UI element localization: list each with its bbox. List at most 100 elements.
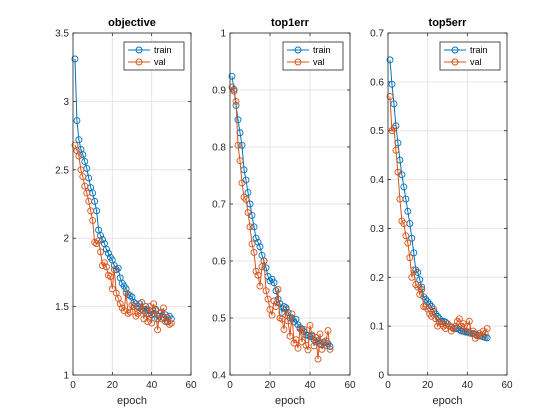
- data-point-val: [248, 240, 256, 248]
- data-point-val: [238, 179, 246, 187]
- data-point-val: [167, 319, 175, 327]
- data-point-val: [130, 303, 138, 311]
- data-point-val: [126, 308, 134, 316]
- legend: train val: [123, 41, 185, 71]
- data-point-val: [324, 327, 332, 334]
- data-point-val: [252, 267, 260, 275]
- legend: train val: [439, 41, 501, 71]
- x-tick-label: 0: [385, 380, 391, 391]
- data-point-train: [416, 276, 424, 284]
- y-tick-label: 0: [378, 371, 384, 382]
- data-point-val: [318, 345, 326, 353]
- axes-box: [387, 32, 508, 376]
- data-point-val: [81, 182, 89, 190]
- y-tick-label: 2.5: [55, 165, 69, 176]
- data-point-val: [310, 342, 318, 350]
- data-point-train: [400, 183, 408, 191]
- data-point-val: [306, 321, 314, 329]
- data-point-val: [262, 287, 270, 295]
- x-axis-label: epoch: [433, 395, 463, 407]
- data-point-val: [290, 339, 298, 347]
- data-point-val: [396, 195, 404, 203]
- data-point-val: [122, 289, 130, 297]
- y-tick-label: 0.9: [212, 86, 226, 97]
- data-point-val: [386, 93, 394, 100]
- data-point-val: [144, 318, 152, 326]
- x-tick-label: 0: [70, 380, 76, 391]
- data-point-val: [430, 305, 438, 313]
- data-point-train: [408, 234, 416, 242]
- data-point-train: [262, 264, 270, 272]
- data-point-train: [268, 275, 276, 283]
- data-point-val: [110, 266, 118, 274]
- legend-label-train: train: [313, 45, 331, 55]
- data-point-train: [104, 249, 112, 257]
- y-tick-label: 3.5: [55, 29, 69, 40]
- y-tick-label: 0.2: [370, 273, 384, 284]
- y-tick-label: 0.7: [212, 200, 226, 211]
- data-point-val: [85, 197, 93, 205]
- data-point-train: [99, 236, 106, 244]
- data-point-train: [252, 234, 260, 242]
- y-tick-label: 3: [63, 97, 69, 108]
- data-point-val: [87, 207, 95, 215]
- data-point-val: [286, 332, 294, 340]
- legend-marker-train: [451, 46, 459, 54]
- data-point-train: [238, 141, 246, 149]
- data-point-val: [79, 173, 87, 181]
- data-point-val: [104, 271, 112, 279]
- data-point-val: [410, 266, 418, 274]
- data-point-val: [394, 168, 402, 176]
- legend-label-val: val: [154, 57, 166, 67]
- data-point-val: [260, 257, 268, 265]
- data-point-val: [274, 286, 282, 293]
- data-point-val: [408, 273, 416, 281]
- data-point-val: [469, 327, 477, 335]
- data-point-train: [102, 245, 110, 253]
- data-point-train: [112, 266, 120, 274]
- x-tick-label: 60: [344, 380, 356, 391]
- data-point-train: [270, 279, 278, 287]
- legend-box: [439, 41, 501, 71]
- data-point-val: [75, 152, 83, 160]
- data-point-val: [246, 223, 254, 231]
- data-point-val: [83, 189, 91, 197]
- legend-marker-train: [135, 46, 143, 54]
- data-point-val: [402, 232, 410, 240]
- data-point-val: [296, 325, 304, 333]
- data-point-val: [160, 304, 167, 312]
- data-point-val: [455, 315, 463, 323]
- legend-label-train: train: [154, 45, 172, 55]
- x-axis-label: epoch: [117, 395, 147, 407]
- data-point-val: [240, 193, 248, 201]
- data-point-train: [234, 116, 242, 124]
- legend-marker-val: [294, 58, 302, 66]
- data-point-val: [465, 317, 473, 325]
- chart-panel-top5err: 0 20 40 60 0 0.1 0.2 0.3 0.4 0.5 0.6 0.7 top5err epoc…: [370, 17, 513, 407]
- data-point-val: [244, 209, 252, 217]
- data-point-train: [390, 100, 398, 108]
- data-point-val: [256, 282, 264, 290]
- data-point-train: [388, 80, 396, 88]
- chart-title: top5err: [429, 17, 468, 29]
- data-point-val: [232, 97, 240, 105]
- y-tick-label: 0.3: [370, 224, 384, 235]
- data-point-val: [320, 339, 328, 347]
- y-tick-label: 0.1: [370, 322, 384, 333]
- data-point-val: [124, 309, 132, 317]
- x-tick-label: 60: [185, 380, 197, 391]
- chart-title: objective: [108, 17, 156, 29]
- series-line-val: [231, 86, 331, 360]
- data-point-val: [278, 315, 286, 323]
- y-tick-label: 0.6: [370, 77, 384, 88]
- y-tick-label: 2: [63, 234, 69, 245]
- chart-title: top1err: [271, 17, 310, 29]
- data-point-val: [148, 319, 156, 327]
- data-point-train: [254, 238, 262, 246]
- y-tick-label: 0.4: [212, 371, 226, 382]
- data-point-val: [102, 263, 110, 271]
- data-point-train: [75, 136, 83, 144]
- y-tick-label: 0.7: [370, 29, 384, 40]
- axes-box: [229, 32, 351, 376]
